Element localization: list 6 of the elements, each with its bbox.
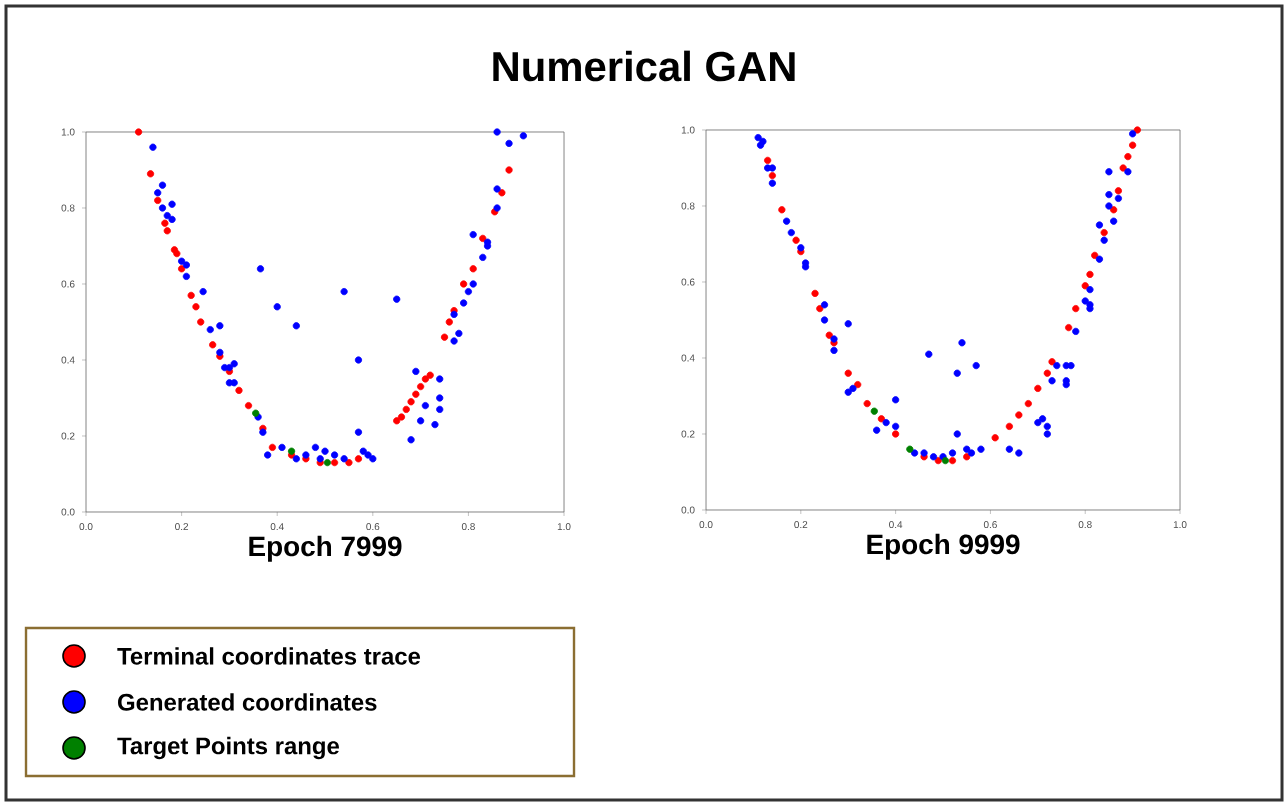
legend-label: Target Points range	[117, 736, 339, 760]
legend-label: Generated coordinates	[118, 693, 377, 711]
legend-label: Terminal coordinates trace	[117, 647, 421, 665]
chart-title: Numerical GAN	[493, 50, 795, 82]
x-axis-title: Epoch 9999	[867, 533, 1020, 560]
x-axis-title: Epoch 7999	[249, 535, 402, 562]
